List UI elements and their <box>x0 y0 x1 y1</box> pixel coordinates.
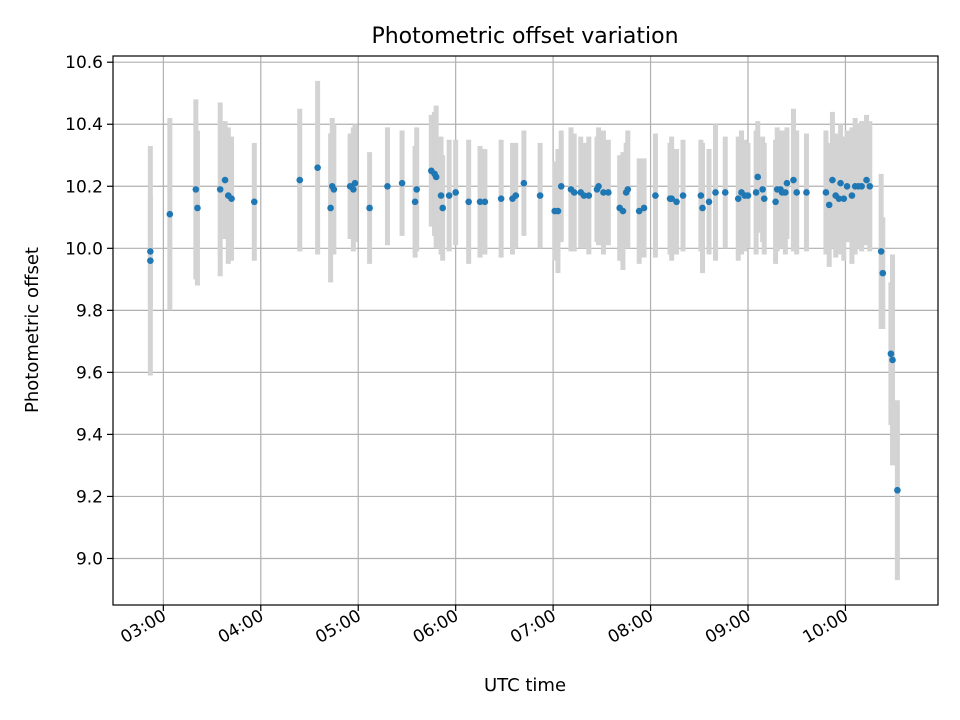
data-point <box>166 210 174 218</box>
y-tick-label: 10.2 <box>65 177 103 197</box>
data-point <box>314 164 321 171</box>
data-point <box>330 186 338 193</box>
plot-frame <box>112 55 939 606</box>
data-point <box>384 182 391 190</box>
data-point <box>350 186 357 193</box>
data-point <box>837 179 844 187</box>
data-point <box>877 248 885 255</box>
data-point <box>465 198 472 206</box>
data-point <box>863 176 870 184</box>
data-point <box>866 182 874 190</box>
data-point <box>580 192 588 199</box>
y-axis-label: Photometric offset <box>22 247 43 413</box>
data-point <box>452 189 459 196</box>
chart-title: Photometric offset variation <box>371 24 678 49</box>
data-point <box>889 356 896 364</box>
data-point <box>192 186 200 193</box>
data-point <box>803 189 810 196</box>
data-point <box>398 179 406 187</box>
data-point <box>413 186 420 193</box>
y-tick-label: 9.4 <box>76 425 103 445</box>
y-tick-label: 9.8 <box>76 301 103 321</box>
data-point <box>783 179 791 187</box>
data-point <box>624 186 632 193</box>
data-point <box>497 195 505 202</box>
data-point <box>296 176 304 184</box>
data-point <box>600 189 607 196</box>
data-point <box>481 198 489 206</box>
data-point <box>673 198 680 206</box>
y-tick-label: 9.6 <box>76 363 103 383</box>
data-point <box>744 192 752 199</box>
data-point <box>858 182 865 190</box>
data-point <box>829 176 836 184</box>
data-point <box>825 201 833 209</box>
y-tick-label: 10.6 <box>65 53 103 73</box>
data-point <box>595 182 602 190</box>
data-point <box>619 207 627 215</box>
data-point <box>147 257 154 265</box>
data-point <box>327 204 334 212</box>
data-point <box>366 204 373 212</box>
data-point <box>754 173 762 181</box>
data-point <box>679 192 687 199</box>
data-point <box>432 173 440 181</box>
data-point <box>782 189 789 196</box>
data-point <box>445 192 453 199</box>
data-point <box>640 204 648 212</box>
data-point <box>734 195 742 202</box>
data-point <box>250 198 258 206</box>
data-point <box>835 195 843 202</box>
data-point <box>554 207 562 215</box>
data-point <box>752 189 760 196</box>
data-point <box>712 189 719 196</box>
data-point <box>772 198 779 206</box>
data-point <box>760 195 768 202</box>
data-point <box>790 176 797 184</box>
data-point <box>147 248 154 255</box>
data-point <box>721 189 729 196</box>
y-axis-ticks: 9.0 9.2 9.4 9.6 9.8 10.0 10.2 10.4 10.6 <box>65 53 113 569</box>
data-point <box>194 204 201 212</box>
data-point <box>652 192 659 199</box>
y-tick-label: 9.2 <box>76 487 103 507</box>
data-point <box>705 198 713 206</box>
x-axis-label: UTC time <box>484 675 566 696</box>
data-point <box>557 182 565 190</box>
data-point <box>759 186 766 193</box>
data-point <box>585 192 593 199</box>
data-point <box>793 189 801 196</box>
data-point <box>411 198 419 206</box>
data-point <box>605 189 612 196</box>
data-point <box>822 189 830 196</box>
data-point <box>699 204 706 212</box>
data-point <box>570 189 578 196</box>
y-tick-label: 10.0 <box>65 239 103 259</box>
data-point <box>228 195 235 202</box>
data-point <box>668 195 675 202</box>
data-point <box>635 207 643 215</box>
data-point <box>894 486 901 494</box>
data-point <box>887 350 895 358</box>
data-point <box>476 198 484 206</box>
data-point <box>536 192 544 199</box>
data-point <box>848 192 856 199</box>
data-point <box>879 269 887 277</box>
data-point <box>512 192 520 199</box>
data-point <box>843 182 851 190</box>
gridlines <box>113 56 938 605</box>
data-point <box>520 179 528 187</box>
data-point <box>697 192 705 199</box>
data-point <box>437 192 445 199</box>
data-point <box>221 176 229 184</box>
data-points <box>147 164 901 494</box>
data-point <box>216 186 224 193</box>
y-tick-label: 9.0 <box>76 549 103 569</box>
data-point <box>840 195 848 202</box>
data-point <box>351 179 359 187</box>
data-point <box>439 204 446 212</box>
y-tick-label: 10.4 <box>65 115 103 135</box>
